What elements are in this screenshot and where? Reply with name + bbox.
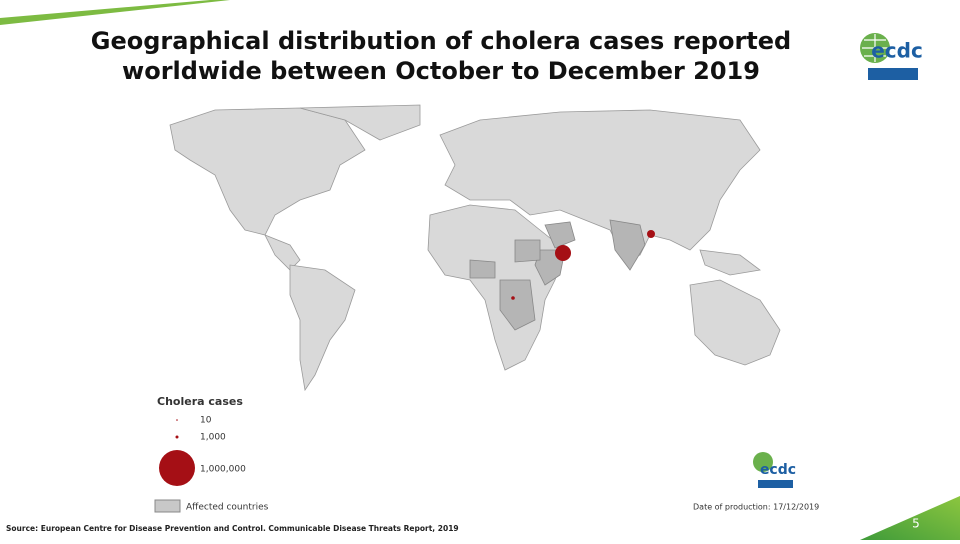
case-bubble	[647, 230, 655, 238]
production-date: Date of production: 17/12/2019	[693, 503, 819, 512]
title: worldwide between October to December 20…	[122, 57, 760, 85]
legend-bubble	[159, 450, 195, 486]
source: Source: European Centre for Disease Prev…	[6, 524, 459, 533]
legend-size: 1,000,000	[200, 465, 246, 475]
world-map	[169, 104, 781, 392]
corner-band	[860, 496, 960, 540]
header-logo: ecdc	[860, 33, 923, 80]
legend-bubble	[176, 419, 178, 421]
legend-bubble	[175, 435, 179, 439]
legend: Cholera cases 10 1,000 1,000,000 Affecte…	[154, 395, 269, 513]
legend-title: Cholera cases	[157, 395, 243, 408]
map-logo: ecdc	[753, 452, 796, 488]
legend-affected: Affected countries	[186, 503, 269, 513]
legend-swatch	[154, 499, 181, 513]
logo-text: ecdc	[760, 462, 796, 478]
legend-size: 1,000	[200, 433, 226, 443]
corner-stripe-cut	[0, 0, 210, 18]
title: Geographical distribution of cholera cas…	[91, 27, 791, 55]
case-bubble	[555, 245, 571, 261]
logo-text: ecdc	[871, 39, 923, 63]
legend-size: 10	[200, 416, 212, 426]
case-bubble	[511, 296, 515, 300]
page-number: 5	[912, 517, 920, 531]
